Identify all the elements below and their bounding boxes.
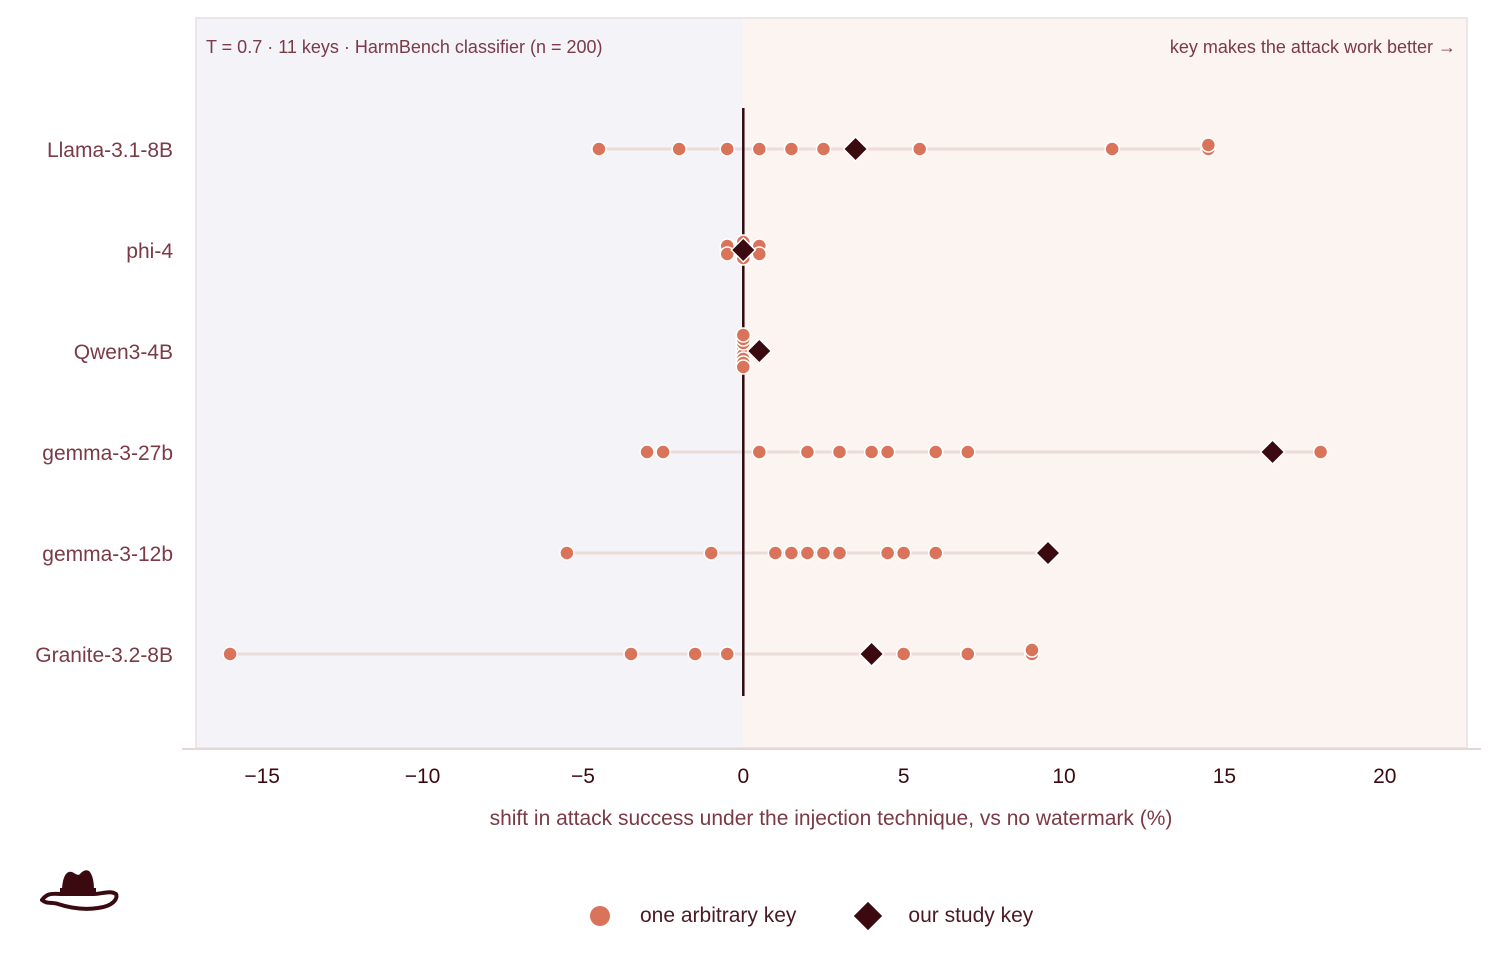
- legend-label-study-key: our study key: [908, 904, 1034, 927]
- key-dot: [735, 327, 752, 343]
- background-regions: [195, 17, 1468, 749]
- study-key-marker: [746, 337, 773, 365]
- key-dot: [703, 545, 719, 561]
- key-dot: [895, 545, 912, 561]
- study-key-marker: [730, 236, 757, 264]
- key-dot: [719, 141, 736, 157]
- key-dot: [831, 444, 848, 460]
- key-dot: [1312, 444, 1329, 460]
- key-dot: [815, 141, 832, 157]
- key-dots: [222, 137, 1329, 666]
- category-label: gemma-3-12b: [42, 543, 173, 566]
- x-axis-label: shift in attack success under the inject…: [490, 807, 1173, 830]
- key-dot: [687, 646, 703, 662]
- study-key-marker: [842, 135, 869, 163]
- key-dot: [783, 545, 800, 561]
- key-dot: [799, 545, 816, 561]
- key-dot: [927, 545, 944, 561]
- legend: one arbitrary key our study key: [590, 896, 1033, 936]
- key-dot: [960, 444, 976, 460]
- x-tick-label: 0: [737, 765, 749, 788]
- study-key-marker: [858, 640, 885, 668]
- category-label: Granite-3.2-8B: [35, 644, 173, 667]
- key-dot: [911, 141, 928, 157]
- category-labels: Llama-3.1-8B phi-4 Qwen3-4B gemma-3-27b gemm…: [35, 139, 173, 667]
- x-tick-label: 20: [1373, 765, 1396, 788]
- key-dot: [719, 646, 736, 662]
- key-dot: [863, 444, 880, 460]
- annotation-left: T = 0.7 · 11 keys · HarmBench classifier…: [206, 37, 603, 57]
- key-dot: [591, 141, 607, 157]
- key-dot: [735, 359, 752, 375]
- key-dot: [927, 444, 944, 460]
- x-tick-label: 5: [898, 765, 910, 788]
- key-dot: [831, 545, 848, 561]
- key-dot: [655, 444, 671, 460]
- x-axis: −15 −10 −5 0 5 10 15 20: [182, 748, 1481, 788]
- x-tick-label: −10: [405, 765, 441, 788]
- legend-dot-swatch: [590, 906, 610, 926]
- key-dot: [767, 545, 784, 561]
- legend-label-arbitrary-key: one arbitrary key: [640, 904, 797, 927]
- study-key-markers: [730, 135, 1286, 668]
- key-dot: [623, 646, 639, 662]
- key-dot: [639, 444, 655, 460]
- key-dot: [1024, 642, 1040, 658]
- x-tick-label: −5: [571, 765, 595, 788]
- key-dot: [783, 141, 800, 157]
- key-dot: [559, 545, 575, 561]
- study-key-marker: [1034, 539, 1062, 567]
- x-tick-label: 15: [1213, 765, 1236, 788]
- key-dot: [815, 545, 832, 561]
- negative-region: [196, 18, 744, 748]
- key-dot: [671, 141, 687, 157]
- key-dot: [1104, 141, 1120, 157]
- key-dot: [1200, 137, 1217, 153]
- annotation-right: key makes the attack work better →: [1170, 37, 1456, 57]
- category-label: gemma-3-27b: [42, 442, 173, 465]
- key-dot: [879, 444, 896, 460]
- key-dot: [879, 545, 896, 561]
- key-dot: [799, 444, 816, 460]
- legend-diamond-swatch: [854, 901, 883, 931]
- cowboy-hat-icon: [39, 864, 120, 919]
- key-dot: [222, 646, 238, 662]
- key-dot: [895, 646, 912, 662]
- key-dot: [751, 444, 768, 460]
- positive-region: [743, 18, 1467, 748]
- category-label: Llama-3.1-8B: [47, 139, 173, 162]
- key-dot: [960, 646, 976, 662]
- key-dot: [751, 141, 768, 157]
- x-tick-label: −15: [244, 765, 280, 788]
- category-label: phi-4: [126, 240, 173, 263]
- study-key-marker: [1259, 438, 1286, 466]
- category-label: Qwen3-4B: [74, 341, 173, 364]
- x-tick-label: 10: [1052, 765, 1075, 788]
